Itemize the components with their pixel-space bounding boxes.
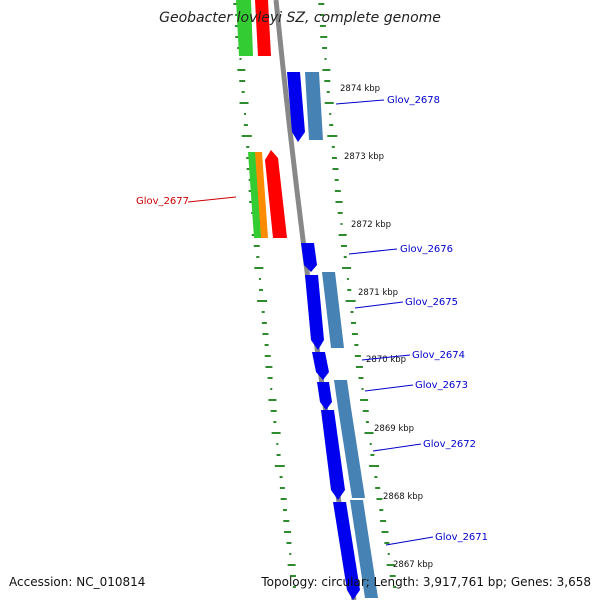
gene-glov-2675-alt[interactable] (322, 272, 344, 348)
scale-label: 2870 kbp (366, 355, 406, 365)
gene-glov-2678[interactable] (287, 72, 305, 142)
gc-skew-track-left (233, 3, 296, 588)
gene-glov-2672[interactable] (321, 410, 345, 500)
gene-label-glov-2674[interactable]: Glov_2674 (412, 350, 465, 361)
topology-text: Topology: circular; Length: 3,917,761 bp… (260, 575, 591, 589)
gene-label-glov-2671[interactable]: Glov_2671 (435, 532, 488, 543)
leader-glov-2672 (372, 443, 422, 452)
gene-glov-2677-red[interactable] (265, 150, 287, 238)
gene-label-glov-2673[interactable]: Glov_2673 (415, 380, 468, 391)
accession-text: Accession: NC_010814 (9, 575, 145, 589)
gene-label-glov-2676[interactable]: Glov_2676 (400, 244, 453, 255)
gene-glov-2674[interactable] (312, 352, 329, 380)
gene-glov-2675[interactable] (305, 275, 324, 350)
scale-label: 2867 kbp (393, 560, 433, 570)
reverse-genes (236, 0, 287, 238)
gene-green-top[interactable] (236, 0, 253, 56)
scale-label: 2874 kbp (340, 84, 380, 94)
scale-label: 2872 kbp (351, 220, 391, 230)
genome-title: Geobacter lovleyi SZ, complete genome (159, 10, 441, 26)
gene-glov-2673[interactable] (317, 382, 332, 410)
gene-labels: Glov_2678 Glov_2677 Glov_2676 Glov_2675 … (136, 95, 488, 543)
gc-skew-track-right (318, 3, 397, 588)
gene-glov-2677-green[interactable] (248, 152, 262, 238)
gene-glov-2676[interactable] (301, 243, 317, 272)
leader-glov-2677 (187, 196, 237, 203)
gene-glov-2673-alt[interactable] (334, 380, 351, 408)
gene-label-glov-2675[interactable]: Glov_2675 (405, 297, 458, 308)
leader-glov-2673 (364, 384, 414, 392)
leader-glov-2671 (385, 536, 434, 546)
gene-label-glov-2678[interactable]: Glov_2678 (387, 95, 440, 106)
forward-genes (287, 72, 378, 600)
scale-labels: 2874 kbp 2873 kbp 2872 kbp 2871 kbp 2870… (340, 84, 433, 570)
scale-label: 2869 kbp (374, 424, 414, 434)
gene-label-glov-2672[interactable]: Glov_2672 (423, 439, 476, 450)
gene-glov-2672-alt[interactable] (338, 408, 365, 498)
scale-label: 2871 kbp (358, 288, 398, 298)
leader-glov-2674 (361, 354, 411, 361)
gene-red-top[interactable] (255, 0, 271, 56)
leader-glov-2675 (354, 301, 404, 309)
label-leaders (187, 99, 434, 546)
gene-glov-2678-alt[interactable] (305, 72, 323, 140)
gene-glov-2671-alt[interactable] (350, 500, 378, 598)
leader-glov-2676 (348, 248, 398, 255)
gene-label-glov-2677[interactable]: Glov_2677 (136, 196, 189, 207)
gene-glov-2677-orange[interactable] (255, 152, 268, 238)
scale-label: 2868 kbp (383, 492, 423, 502)
scale-label: 2873 kbp (344, 152, 384, 162)
gene-glov-2671[interactable] (333, 502, 360, 600)
leader-glov-2678 (335, 99, 385, 105)
